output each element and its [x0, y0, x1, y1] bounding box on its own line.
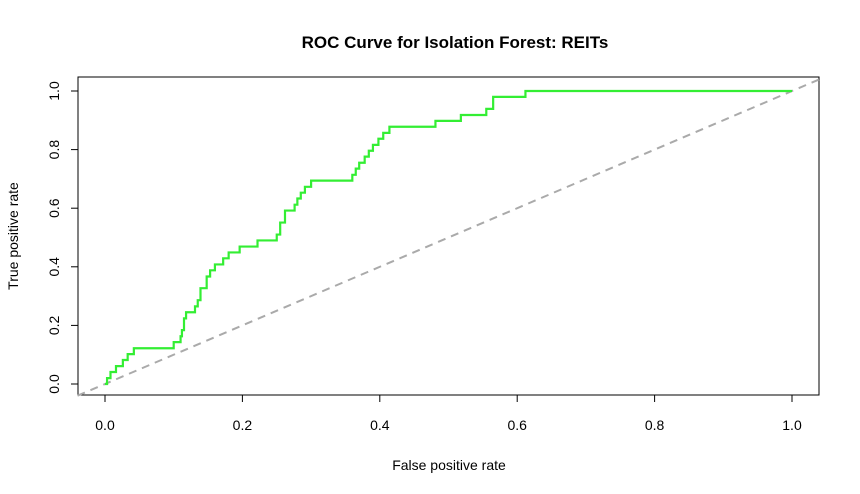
- y-tick-label: 0.6: [46, 198, 62, 218]
- x-tick-label: 1.0: [782, 417, 802, 433]
- y-tick-label: 1.0: [46, 81, 62, 101]
- x-axis: 0.0 0.2 0.4 0.6 0.8 1.0: [95, 395, 802, 433]
- roc-curve-line: [105, 89, 792, 386]
- x-axis-label: False positive rate: [392, 457, 506, 473]
- x-tick-label: 0.6: [507, 417, 527, 433]
- y-tick-label: 0.4: [46, 257, 62, 277]
- y-tick-label: 0.2: [46, 315, 62, 335]
- x-tick-label: 0.4: [370, 417, 390, 433]
- x-tick-label: 0.2: [233, 417, 253, 433]
- x-tick-label: 0.0: [95, 417, 115, 433]
- y-axis: 0.0 0.2 0.4 0.6 0.8 1.0: [46, 81, 78, 394]
- y-tick-label: 0.0: [46, 374, 62, 394]
- y-axis-label: True positive rate: [5, 182, 21, 290]
- chart-title: ROC Curve for Isolation Forest: REITs: [302, 33, 609, 52]
- plot-frame: [77, 76, 820, 396]
- reference-diagonal-line: [77, 78, 820, 397]
- x-tick-label: 0.8: [645, 417, 665, 433]
- y-tick-label: 0.8: [46, 140, 62, 160]
